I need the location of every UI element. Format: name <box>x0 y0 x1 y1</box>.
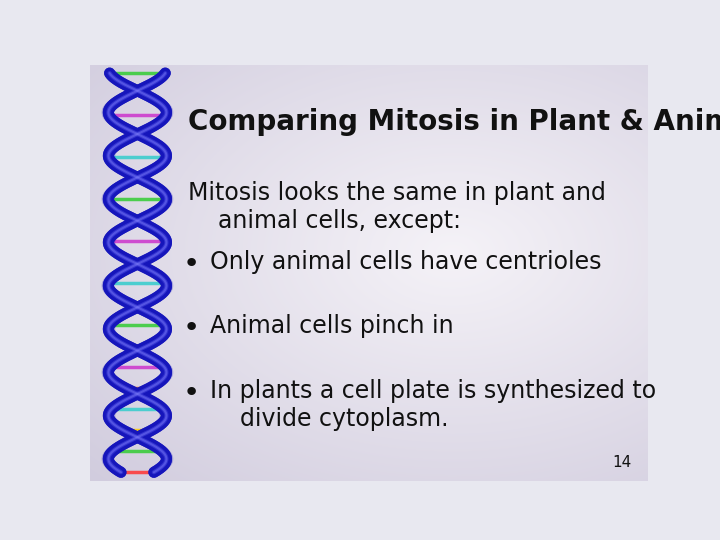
Text: In plants a cell plate is synthesized to
    divide cytoplasm.: In plants a cell plate is synthesized to… <box>210 379 656 430</box>
Text: •: • <box>183 314 200 342</box>
Text: Only animal cells have centrioles: Only animal cells have centrioles <box>210 250 601 274</box>
Text: •: • <box>183 250 200 278</box>
Text: 14: 14 <box>612 455 631 470</box>
Text: •: • <box>183 379 200 407</box>
Text: Mitosis looks the same in plant and
    animal cells, except:: Mitosis looks the same in plant and anim… <box>188 181 606 233</box>
Text: Comparing Mitosis in Plant & Animal Cells: Comparing Mitosis in Plant & Animal Cell… <box>188 109 720 137</box>
Text: Animal cells pinch in: Animal cells pinch in <box>210 314 454 338</box>
